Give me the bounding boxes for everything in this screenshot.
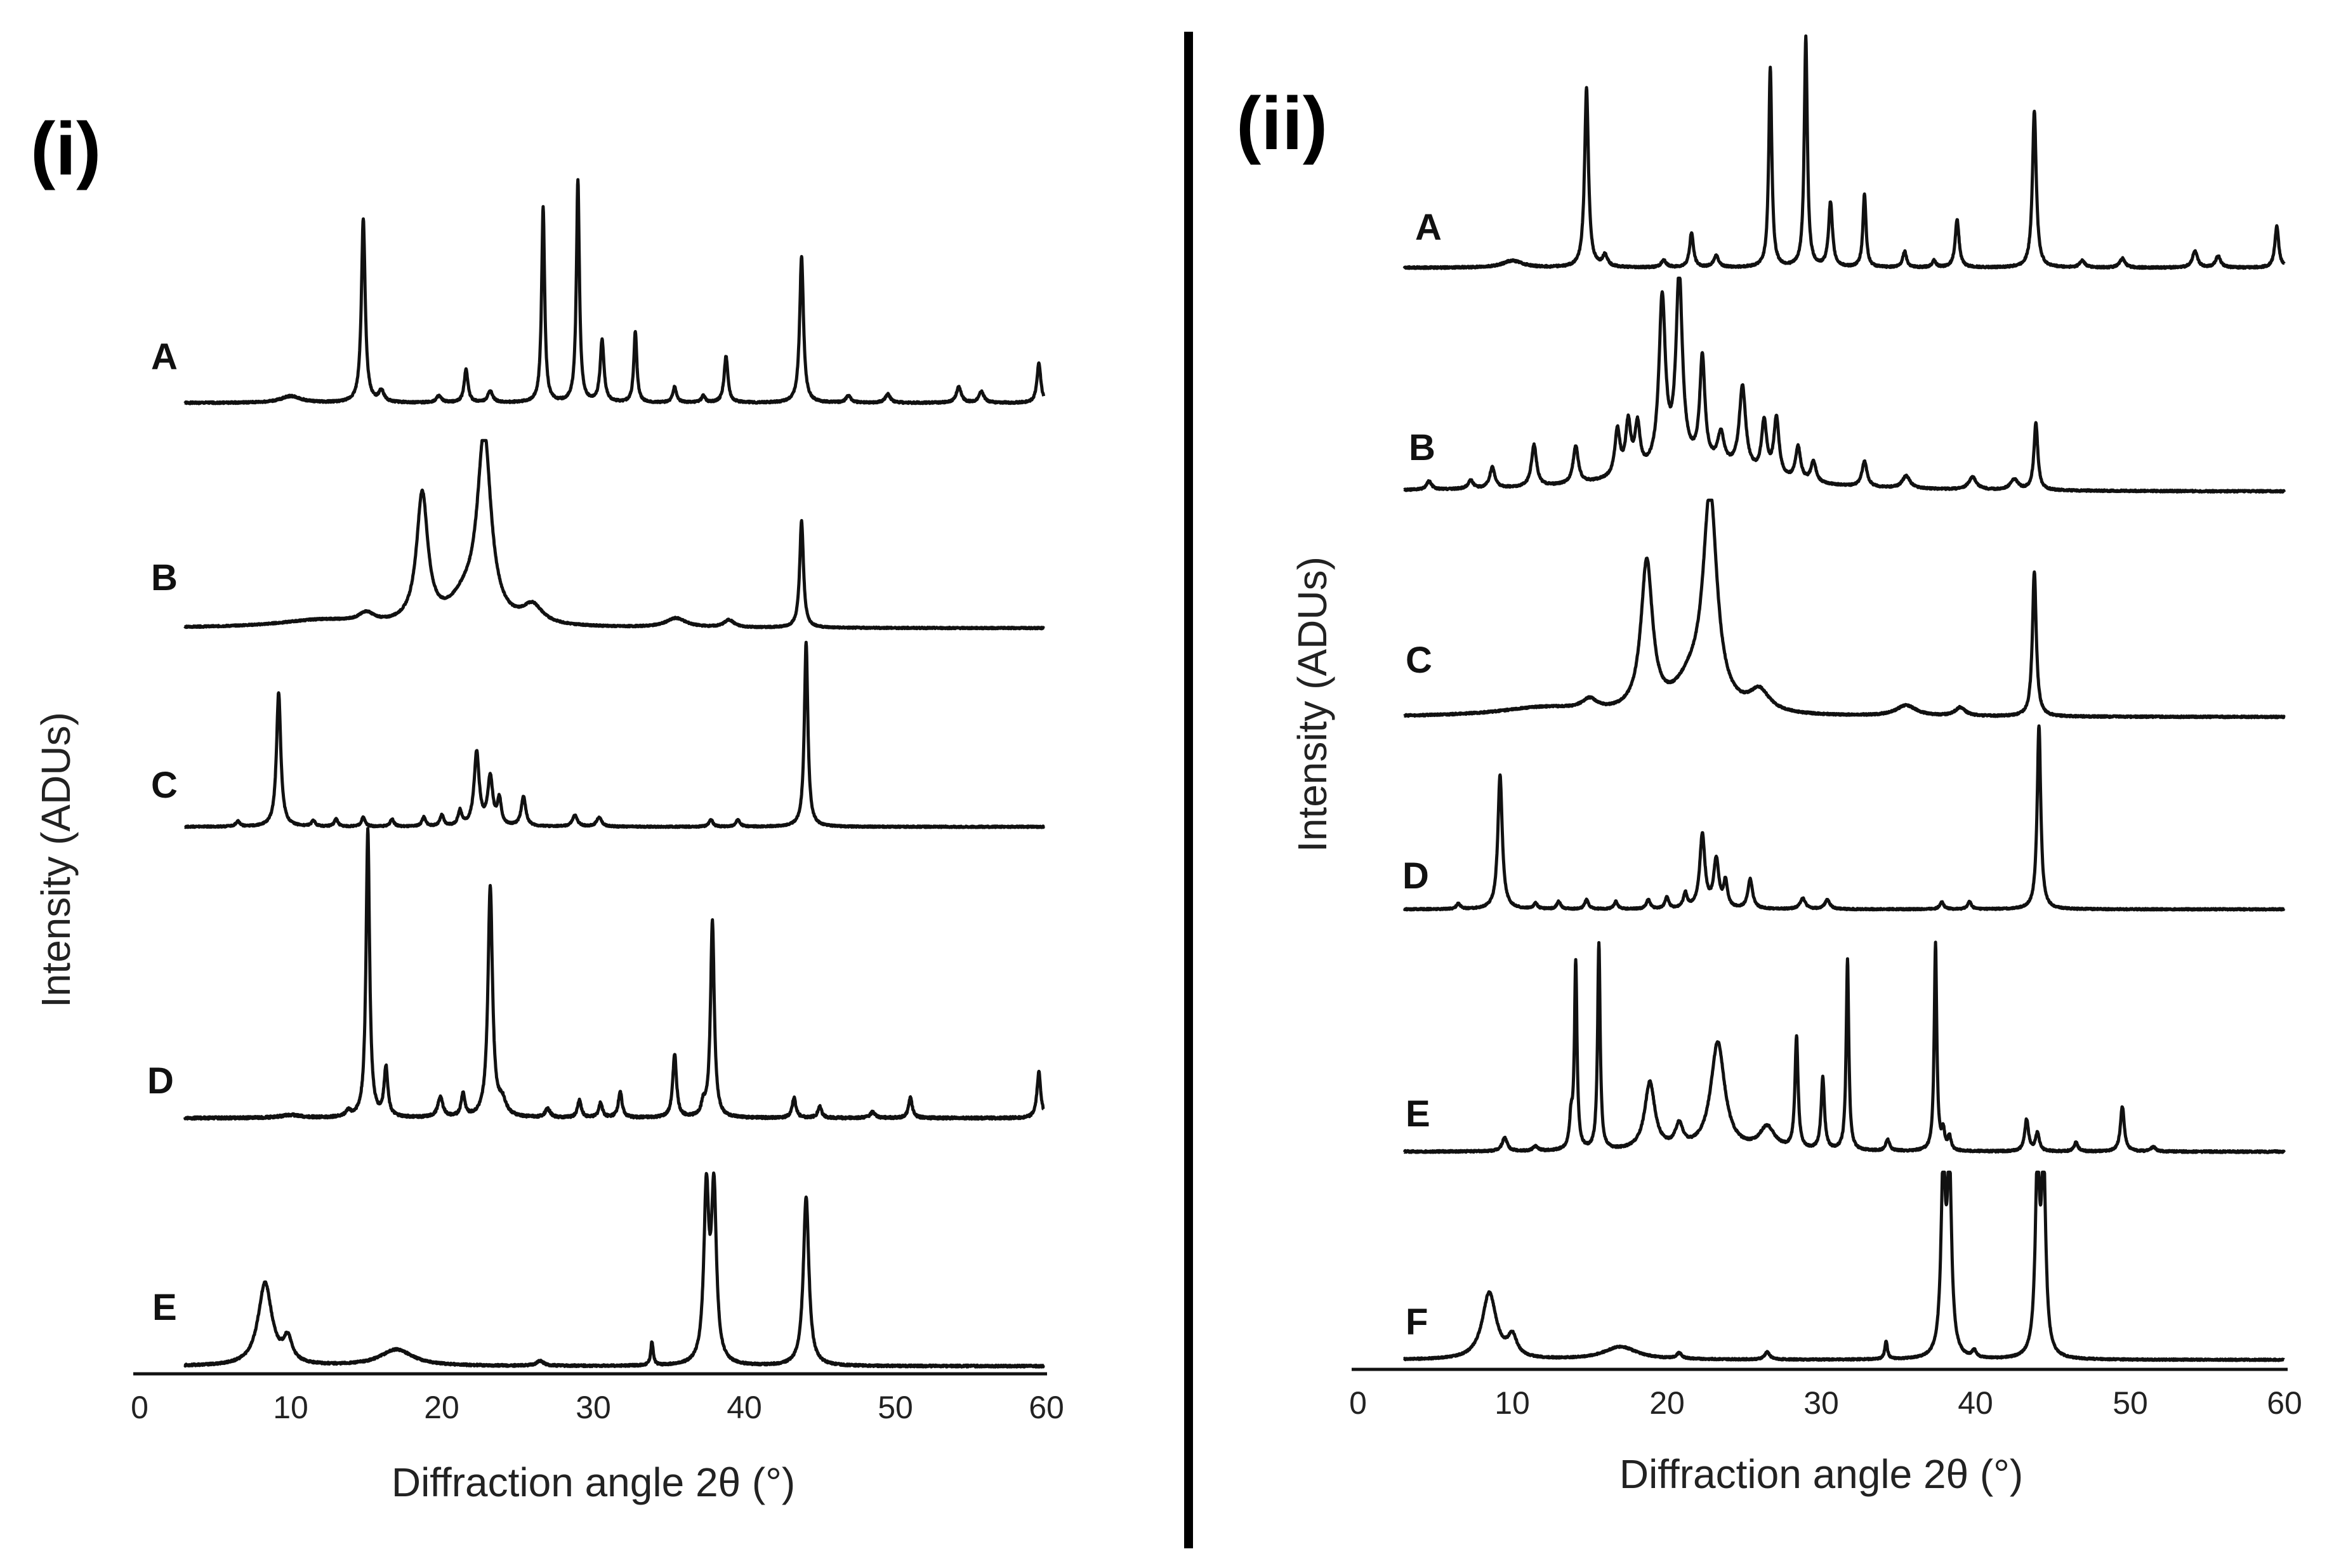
x-tick-label-i-4: 40 bbox=[727, 1390, 762, 1425]
x-tick-label-i-2: 20 bbox=[424, 1390, 459, 1425]
trace-label-E-ii: E bbox=[1406, 1093, 1430, 1135]
panel-label-ii: (ii) bbox=[1236, 82, 1328, 166]
trace-line-E-i bbox=[183, 1171, 1045, 1369]
trace-label-B-ii: B bbox=[1409, 427, 1435, 468]
trace-line-A-i bbox=[183, 178, 1046, 405]
trace-label-C-i: C bbox=[151, 765, 178, 806]
trace-label-F-ii: F bbox=[1406, 1301, 1428, 1343]
trace-label-A-i: A bbox=[151, 336, 178, 378]
y-axis-label-ii: Intensity (ADUs) bbox=[1289, 557, 1335, 852]
y-axis-label-i: Intensity (ADUs) bbox=[33, 712, 79, 1008]
trace-label-D-ii: D bbox=[1402, 855, 1429, 897]
trace-D-i: D bbox=[147, 827, 1045, 1121]
x-tick-label-ii-3: 30 bbox=[1803, 1385, 1839, 1421]
x-tick-label-ii-1: 10 bbox=[1494, 1385, 1530, 1421]
trace-B-i: B bbox=[151, 438, 1045, 631]
trace-label-A-ii: A bbox=[1415, 207, 1442, 248]
panel-i: (i) Intensity (ADUs) 0 10 20 30 40 50 60… bbox=[30, 107, 1064, 1505]
trace-C-ii: C bbox=[1403, 498, 2286, 720]
x-axis-label-ii: Diffraction angle 2θ (°) bbox=[1619, 1451, 2023, 1497]
x-tick-label-i-1: 10 bbox=[273, 1390, 308, 1425]
trace-line-D-ii bbox=[1402, 724, 2286, 912]
x-tick-label-i-3: 30 bbox=[576, 1390, 611, 1425]
x-tick-label-ii-2: 20 bbox=[1649, 1385, 1685, 1421]
x-tick-label-i-6: 60 bbox=[1029, 1390, 1064, 1425]
x-tick-label-ii-5: 50 bbox=[2113, 1385, 2148, 1421]
trace-line-C-i bbox=[183, 640, 1045, 829]
trace-label-E-i: E bbox=[152, 1287, 177, 1328]
x-tick-label-i-5: 50 bbox=[878, 1390, 913, 1425]
trace-line-A-ii bbox=[1402, 34, 2286, 270]
trace-C-i: C bbox=[151, 640, 1045, 829]
x-tick-label-i-0: 0 bbox=[131, 1390, 148, 1425]
trace-B-ii: B bbox=[1403, 276, 2286, 494]
x-ticks-ii: 0 10 20 30 40 50 60 bbox=[1349, 1385, 2302, 1421]
trace-line-C-ii bbox=[1403, 498, 2286, 720]
panel-label-i: (i) bbox=[30, 107, 101, 191]
trace-F-ii: F bbox=[1403, 1170, 2286, 1362]
trace-A-i: A bbox=[151, 178, 1046, 405]
trace-line-B-i bbox=[183, 438, 1045, 631]
trace-label-C-ii: C bbox=[1406, 640, 1432, 681]
trace-label-B-i: B bbox=[151, 557, 178, 598]
trace-A-ii: A bbox=[1402, 34, 2286, 270]
trace-line-F-ii bbox=[1403, 1170, 2286, 1362]
x-tick-label-ii-4: 40 bbox=[1958, 1385, 1993, 1421]
x-axis-label-i: Diffraction angle 2θ (°) bbox=[392, 1459, 795, 1505]
trace-E-i: E bbox=[152, 1171, 1045, 1369]
trace-label-D-i: D bbox=[147, 1060, 174, 1102]
x-tick-label-ii-6: 60 bbox=[2267, 1385, 2302, 1421]
trace-E-ii: E bbox=[1403, 940, 2286, 1154]
panel-ii: (ii) Intensity (ADUs) 0 10 20 30 40 50 6… bbox=[1236, 34, 2302, 1497]
trace-line-D-i bbox=[183, 827, 1045, 1121]
trace-D-ii: D bbox=[1402, 724, 2286, 912]
trace-line-B-ii bbox=[1403, 276, 2286, 494]
x-ticks-i: 0 10 20 30 40 50 60 bbox=[131, 1390, 1064, 1425]
x-tick-label-ii-0: 0 bbox=[1349, 1385, 1367, 1421]
trace-line-E-ii bbox=[1403, 940, 2286, 1154]
